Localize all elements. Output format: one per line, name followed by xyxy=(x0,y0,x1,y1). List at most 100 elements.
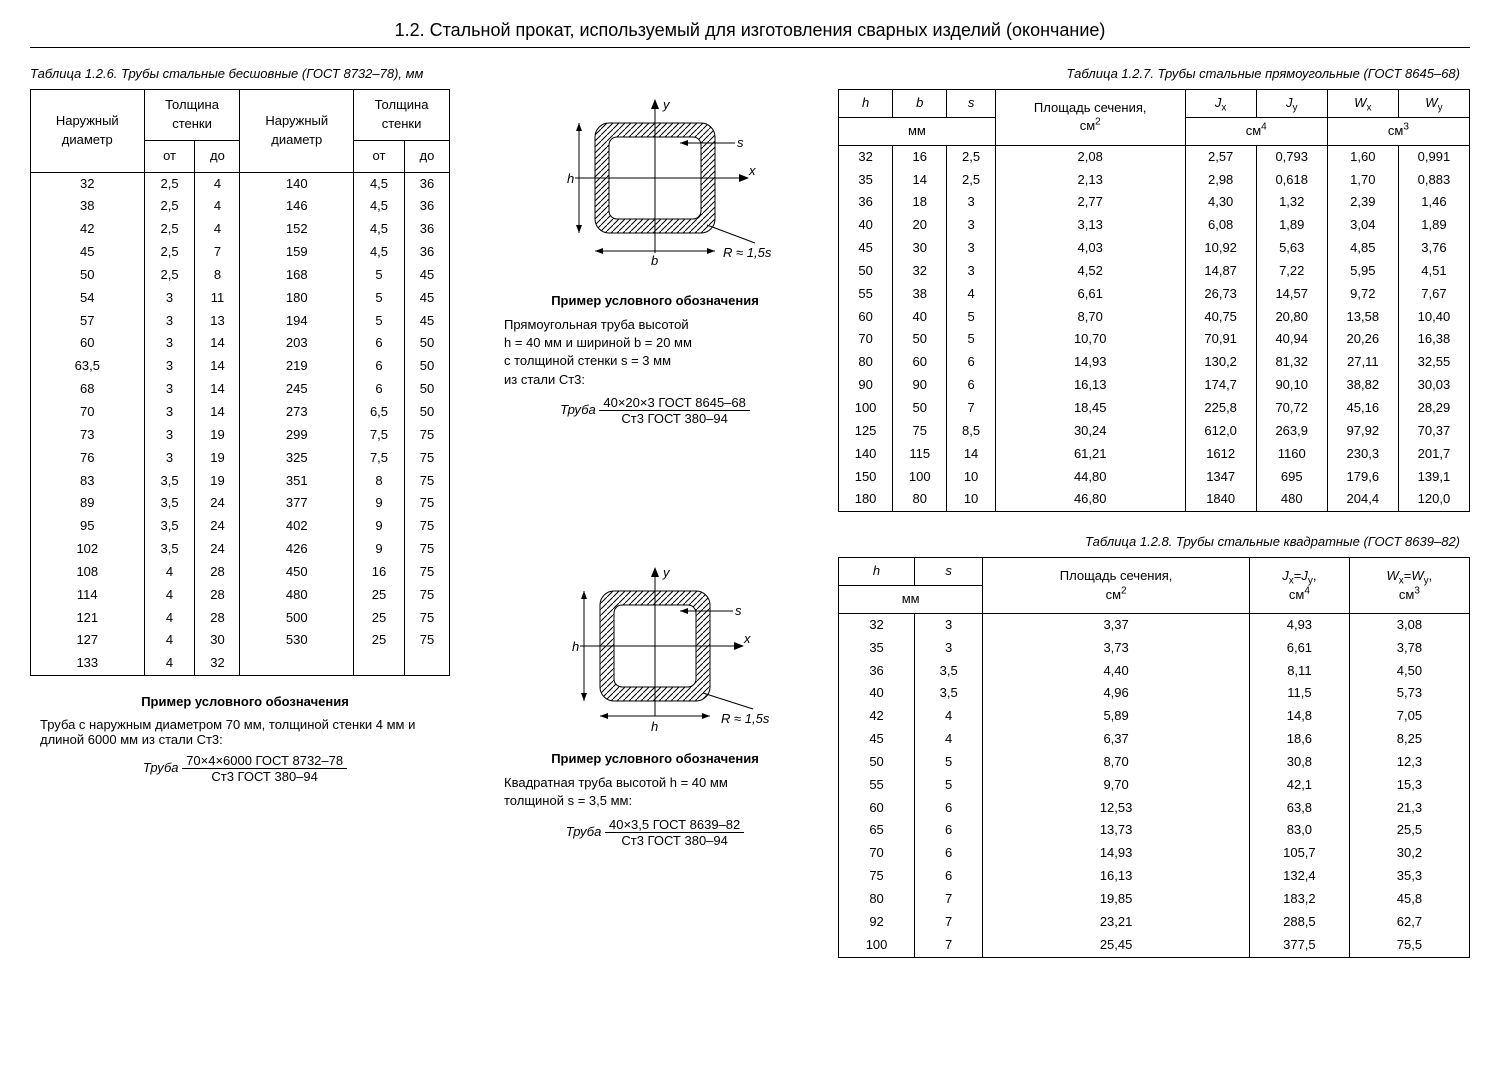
col-w: Wx=Wy,см3 xyxy=(1349,558,1469,614)
table-row: 1501001044,801347695179,6139,1 xyxy=(839,466,1470,489)
frac-label: Труба xyxy=(560,402,596,417)
table-row: 3533,736,613,78 xyxy=(839,637,1470,660)
unit-mm: мм xyxy=(839,117,996,145)
table-row: 133432 xyxy=(31,652,450,675)
unit-mm: мм xyxy=(839,586,983,614)
table-row: 402033,136,081,893,041,89 xyxy=(839,214,1470,237)
square-tube-diagram: y x s h h R ≈ 1,5s xyxy=(535,561,775,741)
frac-label: Труба xyxy=(566,824,602,839)
table-row: 763193257,575 xyxy=(31,447,450,470)
table-row: 452,571594,536 xyxy=(31,241,450,264)
col-s: s xyxy=(915,558,983,586)
col-outer-1: Наружный диаметр xyxy=(31,90,145,173)
svg-text:h: h xyxy=(651,719,658,734)
frac-top: 40×3,5 ГОСТ 8639–82 xyxy=(605,817,744,833)
table-row: 32162,52,082,570,7931,600,991 xyxy=(839,145,1470,168)
svg-text:h: h xyxy=(567,171,574,186)
svg-text:x: x xyxy=(748,163,756,178)
col-b: b xyxy=(893,90,947,118)
table-row: 453034,0310,925,634,853,76 xyxy=(839,237,1470,260)
table-row: 9090616,13174,790,1038,8230,03 xyxy=(839,374,1470,397)
frac-top: 40×20×3 ГОСТ 8645–68 xyxy=(599,395,750,411)
table-row: 180801046,801840480204,4120,0 xyxy=(839,488,1470,511)
example-head-126: Пример условного обозначения xyxy=(30,694,460,709)
example-head-128: Пример условного обозначения xyxy=(490,751,820,766)
col-outer-2: Наружный диаметр xyxy=(240,90,354,173)
example-head-127: Пример условного обозначения xyxy=(490,293,820,308)
example-text-126: Труба с наружным диаметром 70 мм, толщин… xyxy=(30,717,460,747)
table-row: 1084284501675 xyxy=(31,561,450,584)
table-row: 63,5314219650 xyxy=(31,355,450,378)
table-row: 92723,21288,562,7 xyxy=(839,911,1470,934)
designation-128: Труба 40×3,5 ГОСТ 8639–82 Ст3 ГОСТ 380–9… xyxy=(490,817,820,848)
col-from-2: от xyxy=(354,140,405,172)
table-row: 363,54,408,114,50 xyxy=(839,660,1470,683)
table-row: 60612,5363,821,3 xyxy=(839,797,1470,820)
table-row: 5058,7030,812,3 xyxy=(839,751,1470,774)
unit-cm4: см4 xyxy=(1185,117,1327,145)
table-row: 125758,530,24612,0263,997,9270,37 xyxy=(839,420,1470,443)
table-row: 68314245650 xyxy=(31,378,450,401)
frac-bot: Ст3 ГОСТ 380–94 xyxy=(182,769,347,784)
table-row: 1144284802575 xyxy=(31,584,450,607)
col-wall-1: Толщина стенки xyxy=(144,90,240,141)
table-row: 8060614,93130,281,3227,1132,55 xyxy=(839,351,1470,374)
designation-127: Труба 40×20×3 ГОСТ 8645–68 Ст3 ГОСТ 380–… xyxy=(490,395,820,426)
table-row: 893,524377975 xyxy=(31,492,450,515)
table-row: 4546,3718,68,25 xyxy=(839,728,1470,751)
table-row: 7050510,7070,9140,9420,2616,38 xyxy=(839,328,1470,351)
table-row: 833,519351875 xyxy=(31,470,450,493)
example-text-127: Прямоугольная труба высотойh = 40 мм и ш… xyxy=(490,316,820,389)
table-row: 60314203650 xyxy=(31,332,450,355)
table-row: 382,541464,536 xyxy=(31,195,450,218)
svg-text:y: y xyxy=(662,565,671,580)
caption-127: Таблица 1.2.7. Трубы стальные прямоуголь… xyxy=(490,66,1470,81)
col-wy: Wy xyxy=(1398,90,1469,118)
col-h: h xyxy=(839,558,915,586)
designation-126: Труба 70×4×6000 ГОСТ 8732–78 Ст3 ГОСТ 38… xyxy=(30,753,460,784)
col-area: Площадь сечения,см2 xyxy=(983,558,1250,614)
table-row: 322,541404,536 xyxy=(31,172,450,195)
svg-text:R ≈ 1,5s: R ≈ 1,5s xyxy=(721,711,770,726)
table-row: 422,541524,536 xyxy=(31,218,450,241)
svg-text:x: x xyxy=(743,631,751,646)
table-row: 65613,7383,025,5 xyxy=(839,819,1470,842)
frac-top: 70×4×6000 ГОСТ 8732–78 xyxy=(182,753,347,769)
col-h: h xyxy=(839,90,893,118)
section-127: y x s h b xyxy=(490,89,1470,512)
caption-128: Таблица 1.2.8. Трубы стальные квадратные… xyxy=(490,534,1470,549)
example-text-128: Квадратная труба высотой h = 40 ммтолщин… xyxy=(490,774,820,810)
col-s: s xyxy=(947,90,996,118)
table-row: 80719,85183,245,8 xyxy=(839,888,1470,911)
table-row: 54311180545 xyxy=(31,287,450,310)
table-row: 1214285002575 xyxy=(31,607,450,630)
table-row: 503234,5214,877,225,954,51 xyxy=(839,260,1470,283)
table-row: 57313194545 xyxy=(31,310,450,333)
svg-text:s: s xyxy=(737,135,744,150)
svg-text:h: h xyxy=(572,639,579,654)
unit-cm3: см3 xyxy=(1327,117,1469,145)
col-wx: Wx xyxy=(1327,90,1398,118)
table-row: 733192997,575 xyxy=(31,424,450,447)
col-jy: Jy xyxy=(1256,90,1327,118)
table-row: 3233,374,933,08 xyxy=(839,613,1470,636)
table-row: 75616,13132,435,3 xyxy=(839,865,1470,888)
svg-text:s: s xyxy=(735,603,742,618)
col-jx: Jx xyxy=(1185,90,1256,118)
table-row: 502,58168545 xyxy=(31,264,450,287)
table-row: 1023,524426975 xyxy=(31,538,450,561)
col-wall-2: Толщина стенки xyxy=(354,90,450,141)
divider xyxy=(30,47,1470,48)
rect-tube-diagram: y x s h b xyxy=(535,93,775,283)
table-row: 953,524402975 xyxy=(31,515,450,538)
table-row: 361832,774,301,322,391,46 xyxy=(839,191,1470,214)
svg-text:R ≈ 1,5s: R ≈ 1,5s xyxy=(723,245,772,260)
col-area: Площадь сечения,см2 xyxy=(995,90,1185,146)
frac-bot: Ст3 ГОСТ 380–94 xyxy=(599,411,750,426)
table-128: h s Площадь сечения,см2 Jx=Jy,см4 Wx=Wy,… xyxy=(838,557,1470,957)
table-row: 70614,93105,730,2 xyxy=(839,842,1470,865)
table-row: 1401151461,2116121160230,3201,7 xyxy=(839,443,1470,466)
page-title: 1.2. Стальной прокат, используемый для и… xyxy=(30,20,1470,41)
table-row: 4245,8914,87,05 xyxy=(839,705,1470,728)
col-to-2: до xyxy=(404,140,449,172)
